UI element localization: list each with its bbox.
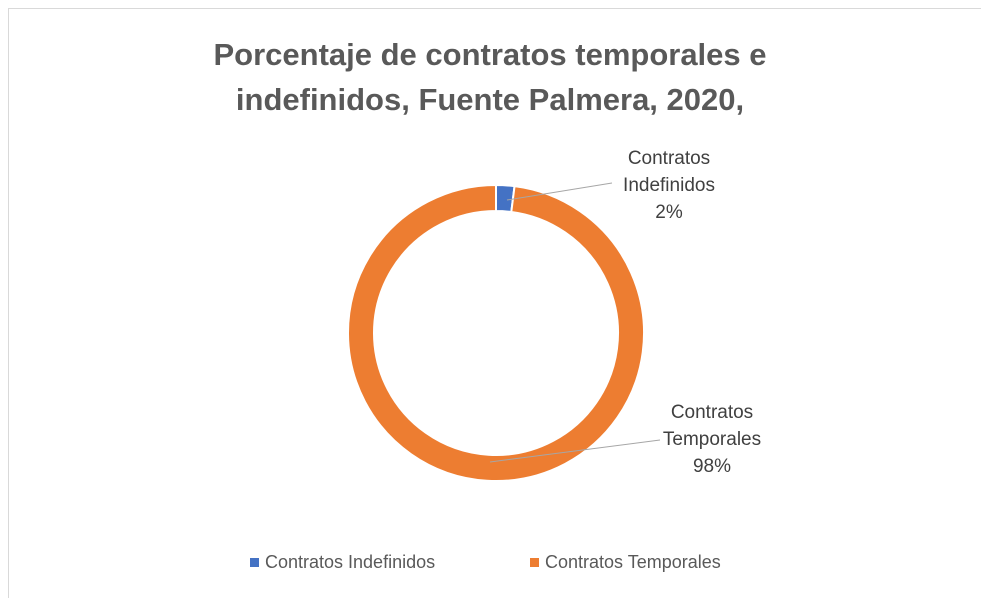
legend-item: Contratos Temporales — [530, 552, 721, 573]
data-label-name: Contratos Temporales — [662, 402, 762, 450]
data-label: Contratos Temporales 98% — [647, 399, 777, 480]
data-label-name: Contratos Indefinidos — [623, 148, 715, 196]
legend-swatch — [530, 558, 539, 567]
chart-border — [8, 8, 981, 598]
donut-slice — [347, 183, 645, 482]
legend-label: Contratos Temporales — [545, 552, 721, 572]
legend-label: Contratos Indefinidos — [265, 552, 436, 572]
data-label-value: 98% — [692, 456, 732, 477]
data-label-value: 2% — [655, 202, 683, 223]
leader-line — [506, 182, 613, 201]
leader-line — [489, 439, 661, 463]
legend-swatch — [250, 558, 259, 567]
chart-title: Porcentaje de contratos temporales e ind… — [213, 37, 767, 117]
data-label: Contratos Indefinidos 2% — [604, 145, 734, 226]
legend-item: Contratos Indefinidos — [250, 552, 435, 573]
